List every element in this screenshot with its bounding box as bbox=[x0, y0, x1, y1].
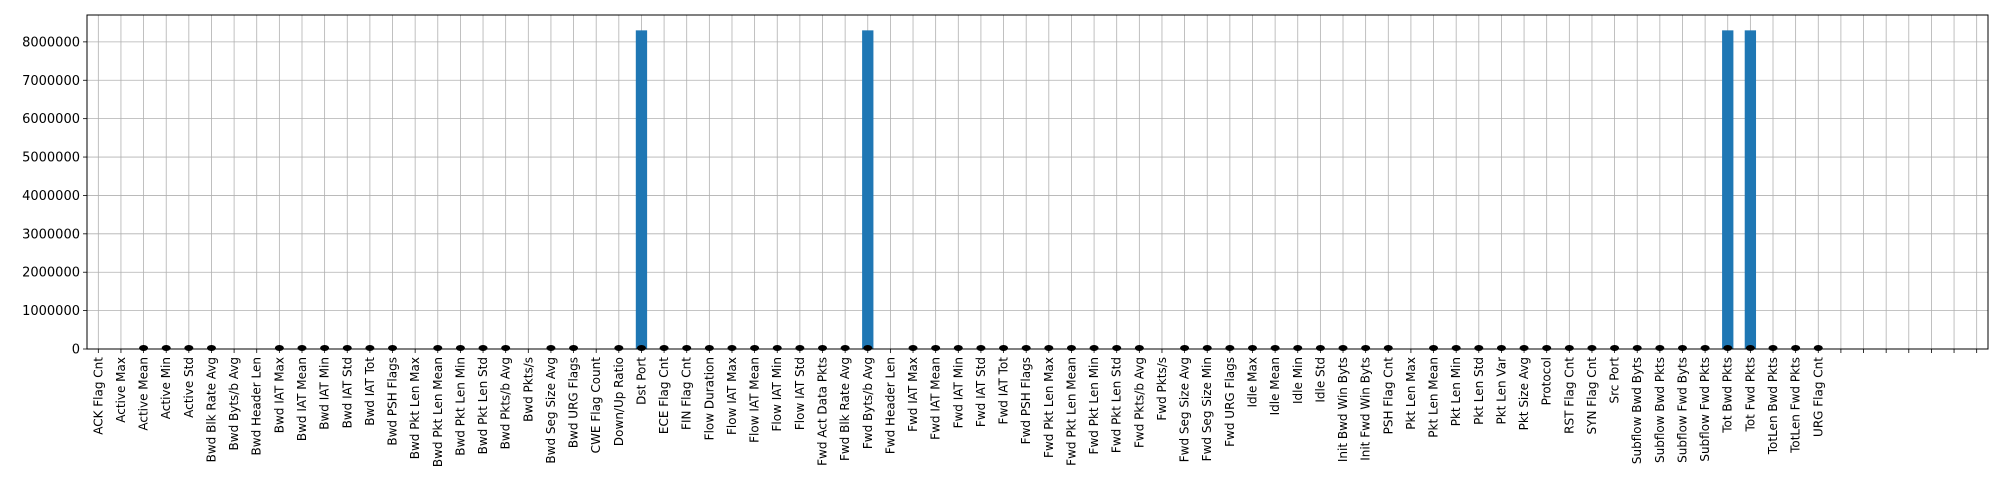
x-tick-label: ACK Flag Cnt bbox=[91, 357, 105, 435]
x-tick-label: Fwd Pkt Len Std bbox=[1110, 357, 1124, 453]
x-tick-label: TotLen Fwd Pkts bbox=[1789, 357, 1803, 454]
y-tick-label: 4000000 bbox=[22, 189, 80, 204]
x-tick-label: Bwd IAT Min bbox=[318, 357, 332, 430]
y-tick-label: 3000000 bbox=[22, 227, 80, 242]
y-tick-label: 8000000 bbox=[22, 35, 80, 50]
x-tick-label: Idle Max bbox=[1245, 357, 1259, 408]
x-tick-label: Tot Fwd Pkts bbox=[1743, 357, 1757, 432]
x-tick-label: RST Flag Cnt bbox=[1562, 357, 1576, 434]
x-tick-label: Fwd PSH Flags bbox=[1019, 357, 1033, 444]
x-tick-label: Subflow Bwd Pkts bbox=[1653, 357, 1667, 463]
x-tick-label: Fwd Byts/b Avg bbox=[861, 357, 875, 449]
bars bbox=[635, 30, 1757, 349]
y-tick-label: 5000000 bbox=[22, 151, 80, 166]
x-tick-label: Fwd IAT Std bbox=[974, 357, 988, 427]
x-tick-label: Subflow Bwd Byts bbox=[1630, 357, 1644, 464]
x-tick-label: Subflow Fwd Byts bbox=[1675, 357, 1689, 463]
x-tick-label: Fwd IAT Mean bbox=[929, 357, 943, 440]
x-tick-label: Bwd Header Len bbox=[250, 357, 264, 455]
x-tick-label: PSH Flag Cnt bbox=[1381, 357, 1395, 435]
x-tick-label: Fwd URG Flags bbox=[1223, 357, 1237, 447]
x-tick-label: Pkt Len Min bbox=[1449, 357, 1463, 426]
y-tick-label: 1000000 bbox=[22, 304, 80, 319]
x-tick-label: Bwd Pkts/s bbox=[521, 357, 535, 422]
x-tick-label: Fwd Blk Rate Avg bbox=[838, 357, 852, 461]
x-tick-label: Idle Min bbox=[1291, 357, 1305, 404]
x-tick-label: Fwd IAT Tot bbox=[997, 357, 1011, 425]
x-tick-label: Fwd Pkts/b Avg bbox=[1132, 357, 1146, 448]
x-tick-label: SYN Flag Cnt bbox=[1585, 357, 1599, 435]
x-tick-label: Idle Std bbox=[1313, 357, 1327, 403]
x-tick-label: Bwd Pkt Len Max bbox=[408, 357, 422, 459]
x-tick-label: Fwd Header Len bbox=[883, 357, 897, 454]
x-tick-label: Bwd Byts/b Avg bbox=[227, 357, 241, 450]
x-tick-label: Fwd Seg Size Avg bbox=[1178, 357, 1192, 462]
x-tick-label: Init Bwd Win Byts bbox=[1336, 357, 1350, 462]
x-tick-label: Active Max bbox=[114, 357, 128, 423]
x-tick-label: Active Mean bbox=[137, 357, 151, 431]
x-tick-label: FIN Flag Cnt bbox=[680, 357, 694, 430]
bar bbox=[1722, 30, 1734, 349]
y-tick-label: 6000000 bbox=[22, 112, 80, 127]
x-tick-label: Init Fwd Win Byts bbox=[1359, 357, 1373, 461]
x-tick-label: Bwd Pkt Len Min bbox=[453, 357, 467, 456]
x-tick-label: Flow Duration bbox=[702, 357, 716, 440]
x-tick-label: TotLen Bwd Pkts bbox=[1766, 357, 1780, 455]
x-tick-label: Flow IAT Std bbox=[793, 357, 807, 430]
bar bbox=[862, 30, 874, 349]
x-tick-label: Bwd PSH Flags bbox=[386, 357, 400, 446]
x-tick-label: Pkt Len Mean bbox=[1427, 357, 1441, 438]
x-tick-label: Active Min bbox=[159, 357, 173, 419]
y-tick-label: 2000000 bbox=[22, 266, 80, 281]
x-tick-label: Subflow Fwd Pkts bbox=[1698, 357, 1712, 462]
x-tick-label: Pkt Len Var bbox=[1494, 357, 1508, 425]
x-tick-label: Bwd Blk Rate Avg bbox=[204, 357, 218, 462]
x-tick-label: Bwd IAT Mean bbox=[295, 357, 309, 441]
grid bbox=[87, 15, 1988, 350]
x-tick-label: Flow IAT Min bbox=[770, 357, 784, 431]
x-tick-label: Bwd IAT Tot bbox=[363, 357, 377, 426]
y-axis: 0 1000000 2000000 3000000 4000000 5000000 6000… bbox=[22, 35, 87, 358]
x-tick-label: Src Port bbox=[1608, 357, 1622, 404]
x-tick-label: Bwd URG Flags bbox=[567, 357, 581, 448]
x-tick-label: Idle Mean bbox=[1268, 357, 1282, 415]
x-tick-label: ECE Flag Cnt bbox=[657, 357, 671, 434]
x-tick-label: Fwd Pkts/s bbox=[1155, 357, 1169, 421]
x-tick-label: Pkt Len Std bbox=[1472, 357, 1486, 425]
x-tick-label: Fwd Act Data Pkts bbox=[816, 357, 830, 466]
x-tick-label: Bwd Pkts/b Avg bbox=[499, 357, 513, 449]
x-tick-label: URG Flag Cnt bbox=[1811, 357, 1825, 437]
x-tick-label: Protocol bbox=[1540, 357, 1554, 405]
x-tick-label: Bwd IAT Std bbox=[340, 357, 354, 428]
x-tick-label: Pkt Len Max bbox=[1404, 357, 1418, 430]
x-tick-label: Pkt Size Avg bbox=[1517, 357, 1531, 430]
plot-frame bbox=[86, 14, 1989, 350]
x-tick-label: Active Std bbox=[182, 357, 196, 418]
x-tick-label: CWE Flag Count bbox=[589, 357, 603, 454]
x-axis: ACK Flag Cnt Active Max Active Mean Active … bbox=[91, 349, 1978, 467]
x-tick-label: Dst Port bbox=[634, 357, 648, 405]
x-tick-label: Bwd Seg Size Avg bbox=[544, 357, 558, 464]
x-tick-label: Fwd Seg Size Min bbox=[1200, 357, 1214, 461]
x-tick-label: Bwd IAT Max bbox=[272, 357, 286, 433]
x-tick-label: Flow IAT Max bbox=[725, 357, 739, 435]
x-tick-label: Down/Up Ratio bbox=[612, 357, 626, 446]
y-tick-label: 0 bbox=[72, 343, 80, 358]
x-tick-label: Bwd Pkt Len Std bbox=[476, 357, 490, 454]
x-tick-label: Tot Bwd Pkts bbox=[1721, 357, 1735, 434]
x-tick-label: Fwd IAT Min bbox=[951, 357, 965, 428]
x-tick-label: Fwd Pkt Len Max bbox=[1042, 357, 1056, 458]
x-tick-label: Fwd Pkt Len Mean bbox=[1064, 357, 1078, 466]
x-tick-label: Bwd Pkt Len Mean bbox=[431, 357, 445, 467]
x-tick-label: Fwd Pkt Len Min bbox=[1087, 357, 1101, 454]
x-tick-label: Flow IAT Mean bbox=[748, 357, 762, 443]
bar bbox=[1744, 30, 1757, 349]
x-tick-label: Fwd IAT Max bbox=[906, 357, 920, 432]
bar bbox=[635, 30, 648, 349]
y-tick-label: 7000000 bbox=[22, 74, 80, 89]
